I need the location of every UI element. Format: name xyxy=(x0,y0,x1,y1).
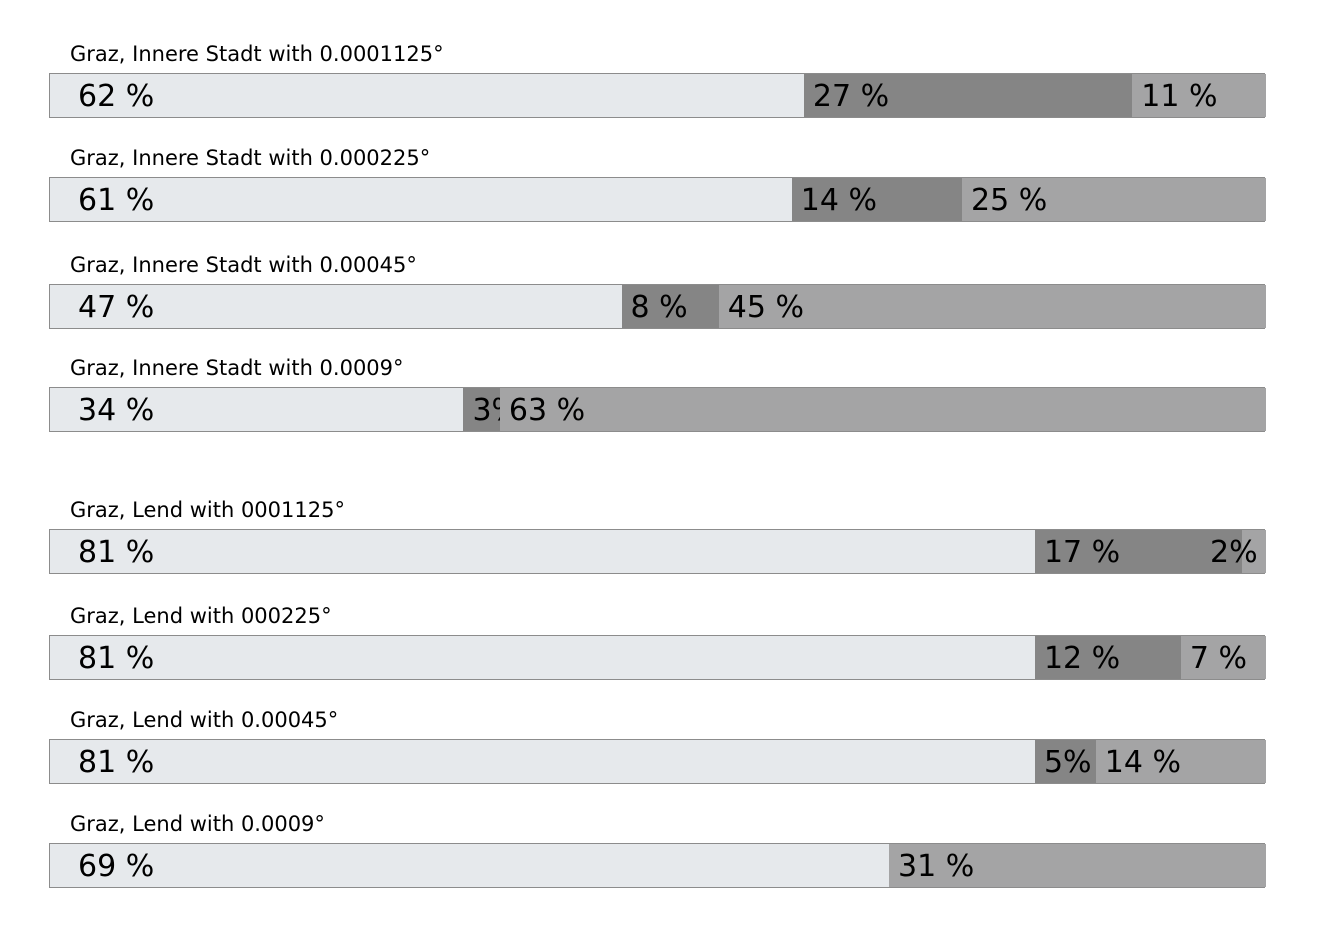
row-title: Graz, Innere Stadt with 0.000225° xyxy=(70,146,431,170)
bar-segment-1 xyxy=(50,636,1035,679)
data-label: 61 % xyxy=(78,183,155,218)
bar-segment-1 xyxy=(50,530,1035,573)
data-label: 62 % xyxy=(78,79,155,114)
data-label: 63 % xyxy=(508,393,586,428)
bar-segment-2 xyxy=(621,285,719,328)
data-label: 27 % xyxy=(812,79,890,114)
stacked-bar: 61 % 14 % 25 % xyxy=(49,177,1266,222)
data-label: 47 % xyxy=(78,290,155,325)
row-title: Graz, Innere Stadt with 0.00045° xyxy=(70,253,417,277)
bar-segment-2 xyxy=(1034,740,1096,783)
stacked-bar: 81 % 12 % 7 % xyxy=(49,635,1266,680)
bar-segment-3 xyxy=(962,178,1266,221)
data-label: 12 % xyxy=(1043,641,1121,676)
row-title: Graz, Lend with 0001125° xyxy=(70,498,345,522)
bar-segment-2 xyxy=(803,74,1133,117)
data-label: 14 % xyxy=(800,183,877,218)
stacked-bar: 47 % 8 % 45 % xyxy=(49,284,1266,329)
bar-segment-3 xyxy=(1132,74,1266,117)
data-label: 7 % xyxy=(1189,641,1248,676)
stacked-bar: 62 % 27 % 11 % xyxy=(49,73,1266,118)
data-label: 34 % xyxy=(78,393,155,428)
stacked-bar: 69 % 31 % xyxy=(49,843,1266,888)
data-label: 31 % xyxy=(898,849,975,884)
data-label: 45 % xyxy=(727,290,805,325)
bar-segment-1 xyxy=(50,178,792,221)
data-label: 2% xyxy=(1210,535,1258,570)
bar-segment-1 xyxy=(50,844,890,887)
bar-segment-1 xyxy=(50,74,804,117)
data-label: 17 % xyxy=(1043,535,1121,570)
bar-segment-3 xyxy=(718,285,1266,328)
row-title: Graz, Lend with 0.00045° xyxy=(70,708,339,732)
bar-segment-2 xyxy=(791,178,962,221)
bar-segment-3 xyxy=(1241,530,1266,573)
bar-segment-2 xyxy=(463,388,500,431)
bar-segment-3 xyxy=(889,844,1266,887)
bar-segment-1 xyxy=(50,388,464,431)
bar-segment-1 xyxy=(50,740,1035,783)
data-label: 69 % xyxy=(78,849,155,884)
row-title: Graz, Lend with 000225° xyxy=(70,604,332,628)
bar-segment-3 xyxy=(1180,636,1266,679)
data-label: 81 % xyxy=(78,641,155,676)
data-label: 81 % xyxy=(78,535,155,570)
data-label: 5% xyxy=(1043,745,1092,780)
stacked-bar: 34 % 3% 63 % xyxy=(49,387,1266,432)
stacked-bar: 81 % 5% 14 % xyxy=(49,739,1266,784)
data-label: 81 % xyxy=(78,745,155,780)
data-label: 14 % xyxy=(1104,745,1181,780)
stacked-bar: 81 % 17 % 2% xyxy=(49,529,1266,574)
bar-segment-1 xyxy=(50,285,622,328)
data-label: 8 % xyxy=(630,290,688,325)
bar-segment-2 xyxy=(1034,530,1242,573)
bar-segment-2 xyxy=(1034,636,1181,679)
data-label: 25 % xyxy=(971,183,1048,218)
bar-segment-3 xyxy=(499,388,1266,431)
data-label: 11 % xyxy=(1141,79,1218,114)
row-title: Graz, Innere Stadt with 0.0009° xyxy=(70,356,404,380)
bar-segment-3 xyxy=(1095,740,1266,783)
row-title: Graz, Lend with 0.0009° xyxy=(70,812,325,836)
row-title: Graz, Innere Stadt with 0.0001125° xyxy=(70,42,444,66)
